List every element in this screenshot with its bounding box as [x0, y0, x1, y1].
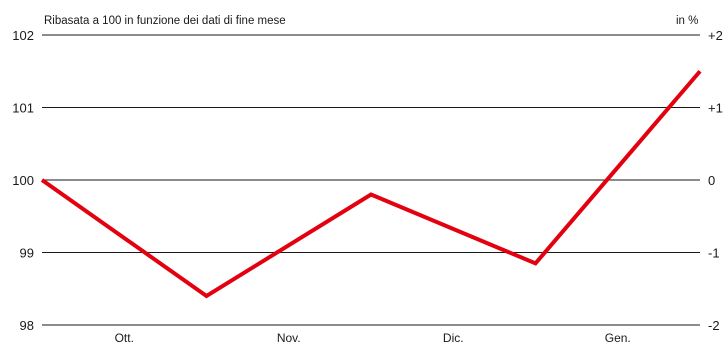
left-tick-label: 102	[12, 28, 34, 43]
category-label: Ott.	[115, 331, 134, 345]
right-tick-label: +1	[708, 101, 723, 116]
gridlines	[42, 34, 700, 326]
left-axis: 102 101 100 99 98	[12, 28, 34, 333]
series-line	[40, 69, 702, 299]
chart-subtitle: Ribasata a 100 in funzione dei dati di f…	[44, 15, 286, 27]
right-tick-label: -1	[708, 246, 720, 261]
left-tick-label: 100	[12, 173, 34, 188]
right-tick-label: +2	[708, 28, 723, 43]
series-layer	[40, 69, 702, 299]
category-label: Gen.	[605, 331, 631, 345]
right-axis-unit: in %	[676, 15, 698, 27]
left-tick-label: 98	[20, 318, 34, 333]
left-tick-label: 101	[12, 101, 34, 116]
x-axis: Ott. Nov. Dic. Gen.	[115, 331, 631, 345]
category-label: Dic.	[443, 331, 464, 345]
right-axis: +2 +1 0 -1 -2	[708, 28, 723, 333]
left-tick-label: 99	[20, 246, 34, 261]
category-label: Nov.	[277, 331, 301, 345]
right-tick-label: -2	[708, 318, 720, 333]
right-tick-label: 0	[708, 173, 715, 188]
